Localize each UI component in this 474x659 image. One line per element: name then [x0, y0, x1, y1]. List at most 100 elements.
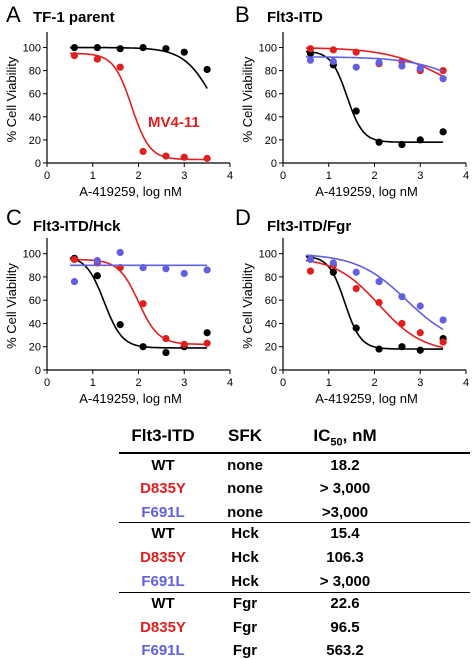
row-ic50: 22.6 — [330, 595, 360, 612]
data-point-blue — [398, 62, 406, 70]
data-point-red — [162, 152, 170, 160]
data-point-black — [352, 324, 360, 332]
data-point-black — [162, 45, 170, 53]
y-tick-label: 0 — [271, 158, 277, 170]
x-tick-label: 0 — [44, 170, 50, 182]
data-point-blue — [416, 302, 424, 310]
y-tick-label: 0 — [35, 365, 41, 377]
data-point-red — [398, 319, 406, 328]
data-point-red — [203, 154, 211, 162]
panel-d: D Flt3-ITD/Fgr 0 20 40 60 80 100 0 1 2 3 4 A-419259, … — [235, 205, 469, 406]
data-point-red — [93, 55, 101, 63]
panel-b: B Flt3-ITD 0 20 40 60 80 100 0 1 2 3 4 A-419259, log … — [235, 2, 469, 199]
data-point-black — [139, 343, 147, 351]
data-point-black — [70, 43, 79, 52]
y-tick-label: 100 — [23, 43, 41, 55]
row-ic50: 15.4 — [330, 525, 360, 542]
row-flt3-variant: F691L — [141, 642, 185, 659]
y-tick-label: 60 — [265, 295, 277, 307]
x-tick-label: 3 — [181, 170, 187, 182]
data-point-blue — [180, 269, 188, 278]
y-tick-label: 0 — [35, 158, 41, 170]
data-point-blue — [203, 266, 211, 274]
data-point-black — [375, 138, 383, 146]
x-tick-label: 4 — [227, 377, 233, 389]
data-point-black — [439, 128, 447, 136]
y-tick-label: 100 — [23, 249, 41, 261]
y-axis-label: % Cell Viability — [4, 56, 19, 142]
data-point-black — [203, 329, 211, 337]
y-tick-label: 80 — [29, 272, 41, 284]
data-point-blue — [70, 277, 79, 286]
data-point-black — [93, 272, 101, 280]
y-tick-label: 40 — [29, 318, 41, 330]
header-sfk: SFK — [228, 426, 262, 445]
panel-letter: D — [235, 205, 251, 230]
data-point-red — [203, 339, 211, 347]
data-point-blue — [139, 264, 147, 272]
y-tick-label: 100 — [259, 249, 277, 261]
row-flt3-variant: D835Y — [140, 549, 186, 566]
x-tick-label: 0 — [280, 170, 286, 182]
data-point-red — [306, 267, 315, 275]
x-axis-label: A-419259, log nM — [79, 391, 182, 406]
panel-letter: B — [235, 2, 250, 27]
data-point-red — [352, 48, 360, 56]
y-tick-label: 0 — [271, 365, 277, 377]
table-group-rule — [119, 592, 470, 593]
x-tick-label: 3 — [417, 377, 423, 389]
data-point-blue — [439, 75, 447, 83]
table-header-rule — [119, 452, 470, 454]
y-tick-label: 20 — [29, 342, 41, 354]
data-point-blue — [352, 268, 360, 276]
data-point-black — [398, 343, 406, 351]
row-flt3-variant: WT — [151, 595, 175, 612]
header-flt3-itd: Flt3-ITD — [131, 426, 195, 445]
panel-a: A TF-1 parent 0 20 40 60 80 100 0 1 2 3 4 A-419259, l… — [4, 2, 233, 199]
x-tick-label: 1 — [90, 170, 96, 182]
panel-title: Flt3-ITD/Hck — [33, 218, 121, 235]
panel-c: C Flt3-ITD/Hck 0 20 40 60 80 100 0 1 2 3 4 A-419259, … — [4, 205, 233, 406]
data-point-black — [116, 321, 124, 329]
row-ic50: > 3,000 — [319, 480, 371, 497]
data-point-black — [180, 48, 188, 56]
x-tick-label: 4 — [463, 377, 469, 389]
data-point-red — [329, 46, 337, 54]
data-point-red — [306, 45, 315, 53]
fit-curve-blue — [305, 56, 444, 73]
header-ic50-main: IC — [313, 426, 331, 445]
data-point-red — [352, 284, 360, 293]
header-ic50-unit: , nM — [342, 426, 377, 445]
data-point-red — [139, 300, 147, 308]
panel-title: TF-1 parent — [33, 9, 115, 26]
row-sfk: Hck — [231, 573, 259, 590]
y-axis-label: % Cell Viability — [240, 263, 255, 349]
data-point-blue — [306, 56, 315, 64]
data-point-blue — [93, 257, 101, 265]
row-ic50: > 3,000 — [319, 573, 371, 590]
y-axis-label: % Cell Viability — [240, 56, 255, 142]
data-point-black — [416, 346, 424, 354]
x-tick-label: 3 — [417, 170, 423, 182]
x-tick-label: 4 — [227, 170, 233, 182]
y-tick-label: 60 — [29, 295, 41, 307]
data-point-blue — [416, 64, 424, 72]
x-tick-label: 2 — [135, 170, 141, 182]
x-axis-label: A-419259, log nM — [315, 391, 418, 406]
data-point-red — [180, 153, 188, 161]
row-ic50: >3,000 — [321, 504, 369, 521]
data-point-red — [70, 255, 79, 264]
row-sfk: Fgr — [232, 619, 258, 636]
x-tick-label: 0 — [280, 377, 286, 389]
data-point-blue — [398, 293, 406, 301]
y-tick-label: 20 — [265, 135, 277, 147]
x-tick-label: 2 — [371, 170, 377, 182]
row-flt3-variant: D835Y — [140, 480, 186, 497]
header-ic50-subscript: 50 — [330, 436, 343, 449]
y-tick-label: 80 — [265, 272, 277, 284]
data-point-red — [139, 147, 147, 156]
panel-title: Flt3-ITD/Fgr — [267, 218, 351, 235]
y-tick-label: 60 — [29, 89, 41, 101]
y-tick-label: 40 — [29, 112, 41, 124]
data-point-red — [116, 63, 124, 71]
